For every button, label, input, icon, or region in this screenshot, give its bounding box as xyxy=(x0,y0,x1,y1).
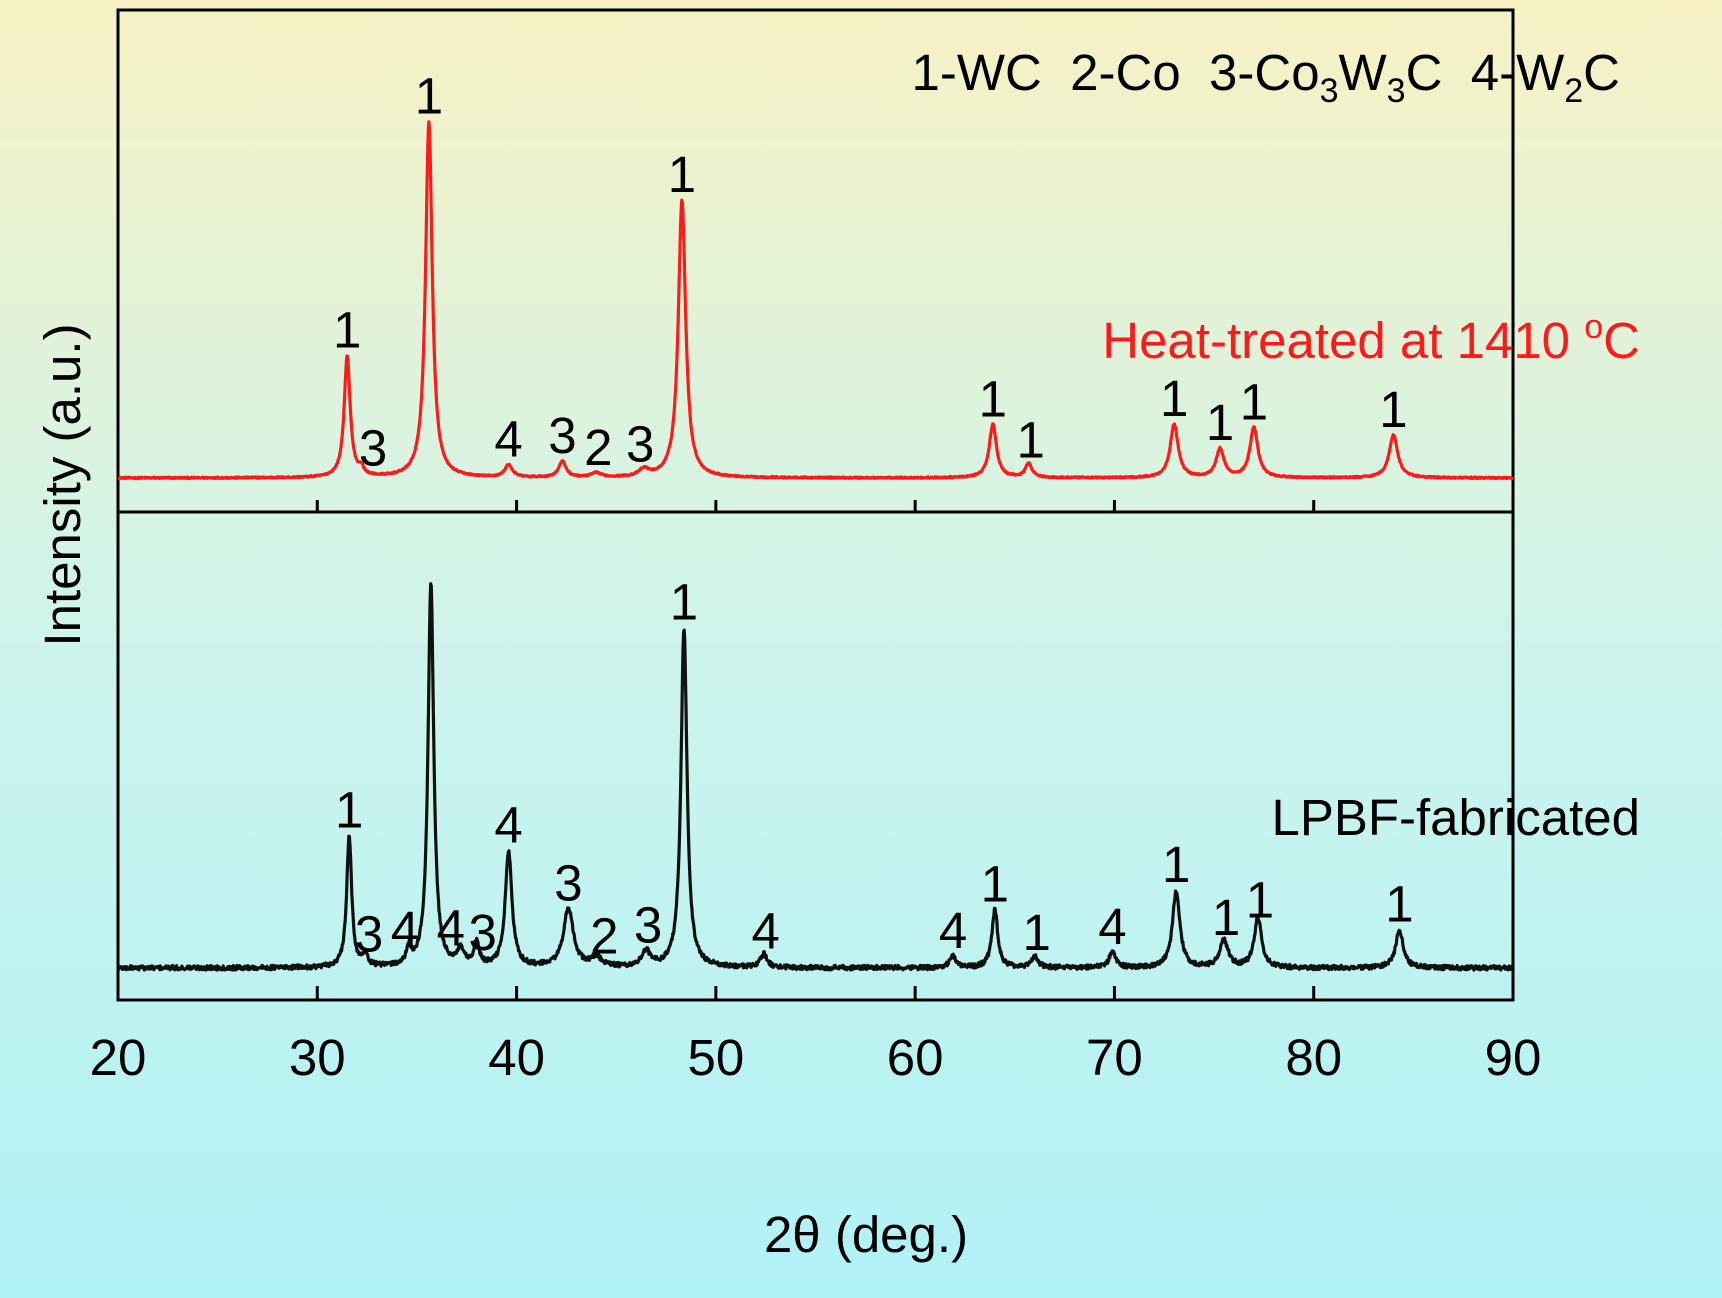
peak-label: 4 xyxy=(494,796,522,853)
peak-label: 4 xyxy=(437,900,465,957)
peak-label: 4 xyxy=(751,902,779,959)
peak-label: 1 xyxy=(1385,875,1413,932)
peak-label: 1 xyxy=(1023,904,1051,961)
x-tick-label: 60 xyxy=(887,1029,944,1086)
peak-label: 1 xyxy=(1246,872,1274,929)
peak-label: 3 xyxy=(359,419,387,476)
peak-label: 1 xyxy=(1212,889,1240,946)
series-line-top xyxy=(117,120,1515,481)
peak-label: 1 xyxy=(979,370,1007,427)
series-label-heat-treated: Heat-treated at 1410 oC xyxy=(1102,308,1640,369)
peak-label: 1 xyxy=(333,302,361,359)
peak-label: 4 xyxy=(391,901,419,958)
x-tick-label: 20 xyxy=(90,1029,147,1086)
peak-label: 4 xyxy=(939,902,967,959)
x-tick-label: 90 xyxy=(1485,1029,1542,1086)
peak-label: 3 xyxy=(355,905,383,962)
x-axis-label: 2θ (deg.) xyxy=(764,1206,968,1263)
peak-label: 1 xyxy=(670,574,698,631)
peak-label: 2 xyxy=(584,419,612,476)
x-tick-label: 40 xyxy=(488,1029,545,1086)
peak-label: 1 xyxy=(415,68,443,125)
peak-label: 2 xyxy=(590,908,618,965)
series-label-lpbf: LPBF-fabricated xyxy=(1271,789,1640,846)
peak-label: 1 xyxy=(981,856,1009,913)
y-axis-label: Intensity (a.u.) xyxy=(34,323,91,646)
peak-label: 4 xyxy=(1098,898,1126,955)
peak-label: 1 xyxy=(1240,373,1268,430)
peak-label: 1 xyxy=(668,146,696,203)
peak-label: 1 xyxy=(1162,836,1190,893)
x-tick-label: 70 xyxy=(1086,1029,1143,1086)
peak-label: 3 xyxy=(548,407,576,464)
bottom-panel xyxy=(116,510,1515,1002)
peak-label: 4 xyxy=(494,410,522,467)
x-axis-ticks: 20 30 40 50 60 70 80 90 xyxy=(90,500,1542,1086)
peak-label: 3 xyxy=(634,897,662,954)
x-tick-label: 50 xyxy=(687,1029,744,1086)
x-tick-label: 30 xyxy=(289,1029,346,1086)
peak-label: 3 xyxy=(626,416,654,473)
peak-label: 1 xyxy=(1160,370,1188,427)
x-tick-label: 80 xyxy=(1285,1029,1342,1086)
series-layer xyxy=(116,120,1515,972)
series-line-bottom xyxy=(116,582,1515,972)
bottom-panel-frame xyxy=(116,510,1515,1002)
peak-label: 3 xyxy=(554,854,582,911)
peak-label: 1 xyxy=(335,781,363,838)
peak-label: 3 xyxy=(469,904,497,961)
phase-legend: 1-WC 2-Co 3-Co3W3C 4-W2C xyxy=(911,44,1620,110)
peak-label: 1 xyxy=(1017,412,1045,469)
peak-label: 1 xyxy=(1206,394,1234,451)
peak-label: 1 xyxy=(1379,381,1407,438)
